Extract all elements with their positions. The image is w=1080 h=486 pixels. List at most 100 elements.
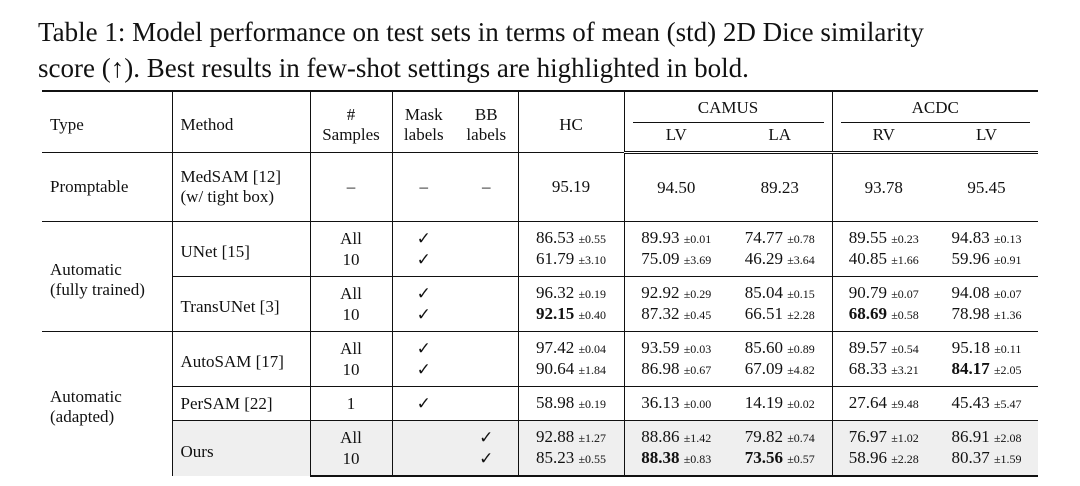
method-line: Ours (180, 441, 214, 461)
score-mean: 85.04 (744, 283, 783, 302)
method-cell: PerSAM [22] (171, 386, 310, 421)
table-row: 10 ✓ 61.79 ±3.10 75.09 ±3.69 46.29 ±3.64 40.8… (42, 249, 1038, 277)
method-cell: MedSAM [12] (w/ tight box) (171, 152, 310, 222)
score-mean: 88.86 (641, 427, 680, 446)
score-mean: 79.82 (744, 427, 783, 446)
header-line: Samples (322, 125, 380, 144)
score-cell: 78.98 ±1.36 (935, 304, 1038, 332)
score-cell: 85.23 ±0.55 (517, 448, 624, 477)
header-row: LV LA RV LV (42, 123, 1039, 154)
score-cell: 14.19 ±0.02 (728, 386, 832, 421)
score-cell: 74.77 ±0.78 (728, 221, 832, 249)
score-cell: 61.79 ±3.10 (517, 249, 624, 277)
score-mean: 94.08 (951, 283, 990, 302)
score-cell: 94.50 (623, 152, 728, 222)
header-line: BB (474, 105, 498, 124)
samples-cell: All (309, 331, 392, 359)
caption: Table 1: Model performance on test sets … (38, 14, 924, 86)
samples-cell: All (309, 276, 392, 304)
score-mean: 58.98 (535, 393, 575, 412)
score-std: ±0.07 (993, 287, 1022, 301)
score-cell: 58.98 ±0.19 (517, 386, 624, 421)
score-std: ±2.28 (787, 308, 815, 322)
samples-cell: 1 (309, 386, 392, 421)
score-cell: 68.69 ±0.58 (831, 304, 935, 332)
header-sub: LV (935, 123, 1039, 154)
score-mean: 27.64 (848, 393, 887, 412)
header-samples: # Samples (309, 90, 392, 153)
score-mean: 86.53 (535, 228, 575, 247)
score-std: ±3.69 (683, 253, 712, 267)
type-line: (adapted) (50, 407, 115, 426)
score-std: ±0.29 (683, 287, 712, 301)
score-mean: 40.85 (848, 249, 887, 268)
score-std: ±0.67 (683, 363, 712, 377)
samples-cell: All (309, 420, 392, 448)
score-std: ±0.07 (891, 287, 919, 301)
method-cell: AutoSAM [17] (171, 331, 310, 387)
mask-cell: ✓ (391, 249, 455, 277)
score-mean: 46.29 (744, 249, 783, 268)
bb-cell (455, 249, 518, 277)
method-line: UNet [15] (180, 242, 250, 261)
score-std: ±4.82 (787, 363, 815, 377)
table-row: 10 ✓ 90.64 ±1.84 86.98 ±0.67 67.09 ±4.82 68.3… (42, 359, 1038, 387)
score-cell: 95.18 ±0.11 (935, 331, 1039, 359)
score-std: ±0.55 (578, 232, 607, 246)
score-std: ±0.01 (683, 232, 712, 246)
score-cell: 94.83 ±0.13 (935, 221, 1039, 249)
score-cell: 86.91 ±2.08 (935, 420, 1039, 448)
score-mean: 68.33 (848, 359, 887, 378)
score-std: ±0.23 (891, 232, 919, 246)
score-mean: 80.37 (951, 448, 990, 467)
method-line: MedSAM [12] (180, 167, 282, 186)
mask-cell: – (391, 152, 455, 222)
method-cell: UNet [15] (171, 221, 310, 277)
header-sub: LA (728, 123, 832, 154)
table-row: Ours All ✓ 92.88 ±1.27 88.86 ±1.42 79.82 ±0.7… (42, 420, 1039, 476)
score-std: ±1.27 (578, 431, 607, 445)
score-std: ±2.05 (993, 363, 1022, 377)
score-cell: 59.96 ±0.91 (935, 249, 1038, 277)
score-mean: 97.42 (535, 338, 575, 357)
score-std: ±1.02 (891, 431, 919, 445)
header-mask: Mask labels (391, 90, 455, 153)
score-mean: 75.09 (641, 249, 680, 268)
table-body: Promptable MedSAM [12] (w/ tight box) – – –95… (42, 152, 1039, 477)
score-mean: 93.59 (641, 338, 680, 357)
header-type: Type (42, 90, 172, 153)
table-row: 10 ✓ 92.15 ±0.40 87.32 ±0.45 66.51 ±2.28 68.6… (42, 304, 1038, 332)
score-cell: 76.97 ±1.02 (831, 420, 935, 448)
score-cell: 68.33 ±3.21 (831, 359, 935, 387)
score-cell: 73.56 ±0.57 (728, 448, 832, 477)
score-cell: 87.32 ±0.45 (623, 304, 728, 332)
score-cell: 45.43 ±5.47 (935, 386, 1039, 421)
score-cell: 66.51 ±2.28 (728, 304, 832, 332)
table-row: Automatic (adapted) AutoSAM [17] All ✓ 97.42 … (42, 331, 1039, 476)
score-std: ±0.58 (891, 308, 919, 322)
bb-cell (455, 304, 518, 332)
type-cell: Promptable (42, 152, 172, 222)
score-cell: 85.04 ±0.15 (728, 276, 832, 304)
score-cell: 93.78 (831, 152, 935, 222)
score-mean: 58.96 (848, 448, 887, 467)
score-mean: 95.18 (951, 338, 990, 357)
mask-cell: ✓ (391, 359, 455, 387)
bb-cell (455, 276, 518, 304)
score-cell: 88.38 ±0.83 (623, 448, 728, 477)
score-mean: 92.92 (641, 283, 680, 302)
method-cell: Ours (171, 420, 310, 476)
type-cell: Automatic (fully trained) (42, 221, 172, 332)
score-mean: 59.96 (951, 249, 990, 268)
mask-cell: ✓ (391, 276, 455, 304)
header-line: # (346, 105, 356, 124)
header-acdc: ACDC (831, 90, 1039, 123)
score-cell: 89.23 (728, 152, 832, 222)
method-cell: TransUNet [3] (171, 276, 310, 332)
score-std: ±2.08 (993, 431, 1022, 445)
score-mean: 95.45 (967, 177, 1006, 197)
type-line: Automatic (50, 259, 122, 279)
score-mean: 92.15 (535, 304, 575, 323)
type-line: (fully trained) (50, 279, 145, 299)
mask-cell (391, 448, 455, 477)
